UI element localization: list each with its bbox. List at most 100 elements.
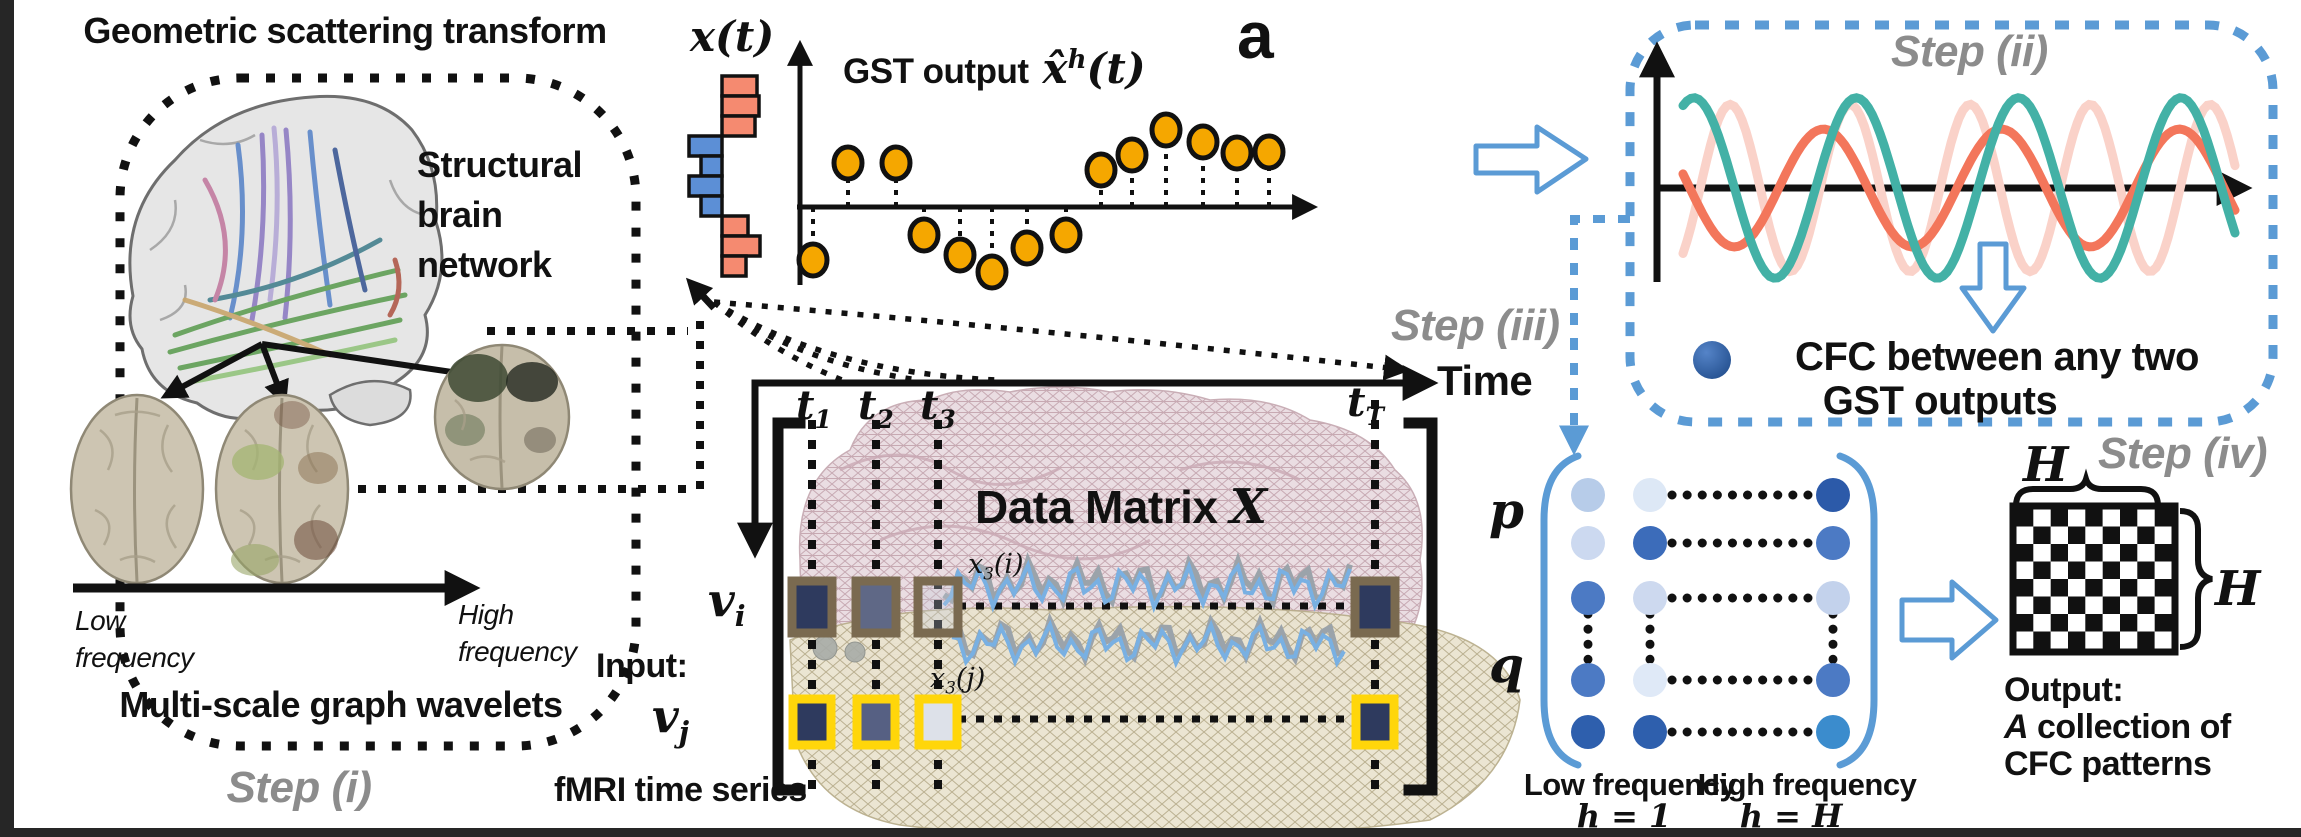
gst-wave [1678, 99, 2240, 277]
checker-cell [2154, 544, 2172, 562]
checker-cell [2033, 596, 2051, 614]
checker-cell [2033, 561, 2051, 579]
structural-brain-image [128, 94, 444, 427]
mesh-gyri-stroke [879, 524, 1151, 561]
fmri-signal-traces [942, 552, 1353, 669]
flow-arrow-down [1959, 241, 2027, 334]
checker-cell [2154, 509, 2172, 527]
histogram-bar [720, 114, 757, 138]
mesh-sphere [844, 641, 866, 663]
stem-marker [1220, 134, 1254, 172]
checker-cell [2068, 631, 2086, 649]
vi-node-square [851, 576, 901, 638]
checker-cell [2137, 596, 2155, 614]
histogram-bar [699, 194, 724, 218]
matrix-node-squares [787, 576, 1400, 750]
cfc-node [1633, 526, 1667, 560]
step3-dashed-connector [1559, 215, 1630, 456]
histogram-bar [720, 94, 761, 118]
mesh-gyri-stroke [1179, 460, 1301, 482]
checker-cell [2050, 614, 2068, 632]
checker-cell [2085, 579, 2103, 597]
brain-outline [128, 94, 444, 421]
checker-cell [2016, 614, 2034, 632]
fiber-tracts [167, 125, 408, 385]
stem-marker [1010, 229, 1044, 267]
checker-cell [2050, 509, 2068, 527]
stem-marker [1115, 136, 1149, 174]
stem-marker [1084, 151, 1118, 189]
step2-dashed-box [1625, 20, 2278, 427]
vj-node-square [914, 694, 962, 750]
fmri-trace [949, 612, 1345, 667]
histogram-bar [699, 154, 724, 178]
fmri-trace [942, 559, 1352, 614]
histogram-bar [720, 254, 748, 278]
cfc-bullet [1693, 341, 1731, 379]
stem-marker [1252, 133, 1286, 171]
cerebellum [328, 379, 412, 427]
stem-marker [831, 144, 865, 182]
screen-edge-left [0, 0, 14, 837]
cfc-node [1633, 715, 1667, 749]
cfc-node [1633, 581, 1667, 615]
signal-histogram [687, 74, 762, 278]
signal-to-matrix-fan [712, 299, 1410, 383]
gst-stem-plot [796, 111, 1286, 291]
stem-marker [879, 144, 913, 182]
vj-node-square [1351, 694, 1399, 750]
checker-cell [2033, 526, 2051, 544]
wavelet-brain-mid [214, 393, 350, 585]
stem-marker [907, 216, 941, 254]
checker-cell [2016, 579, 2034, 597]
cfc-node [1571, 715, 1605, 749]
checkerboard-border [2009, 502, 2179, 656]
wavelet-brain-high [433, 343, 571, 491]
checker-cell [2120, 579, 2138, 597]
mesh-gyri-stroke [839, 453, 1061, 486]
cfc-node [1816, 715, 1850, 749]
cfc-node [1816, 526, 1850, 560]
checker-cell [2068, 596, 2086, 614]
stem-marker [1149, 111, 1183, 149]
wavelets-to-signal-connector [358, 277, 717, 493]
vi-node-square [787, 576, 837, 638]
wavelet-brain-low [69, 393, 205, 585]
gst-output-waves [1678, 93, 2240, 283]
checker-cell [2102, 526, 2120, 544]
cfc-node [1571, 478, 1605, 512]
vi-node-square [913, 576, 963, 638]
stem-marker [943, 236, 977, 274]
checker-cell [2016, 509, 2034, 527]
time-axes [737, 365, 1439, 559]
checker-cell [2068, 526, 2086, 544]
checker-cell [2033, 631, 2051, 649]
checker-cell [2154, 614, 2172, 632]
gst-wave [1678, 93, 2240, 283]
checker-cell [2085, 509, 2103, 527]
cfc-node [1816, 478, 1850, 512]
cfc-node [1816, 663, 1850, 697]
checker-cell [2137, 561, 2155, 579]
checker-cell [2120, 509, 2138, 527]
gst-axes [787, 39, 1319, 285]
cfc-bipartite-graph [1571, 478, 1850, 749]
gyri-line [149, 133, 426, 322]
histogram-bar [687, 174, 724, 198]
step1-dotted-box [115, 73, 641, 751]
cfc-node [1633, 478, 1667, 512]
flow-arrow-right-1 [1473, 124, 1589, 195]
checker-cell [2120, 614, 2138, 632]
mesh-sphere [812, 635, 838, 661]
stem-marker [975, 253, 1009, 291]
checker-cell [2085, 544, 2103, 562]
cfc-node [1571, 663, 1605, 697]
stem-marker [796, 241, 830, 279]
vj-node-square [788, 694, 836, 750]
checker-cell [2102, 561, 2120, 579]
histogram-bar [720, 74, 759, 98]
checker-cell [2050, 579, 2068, 597]
checker-cell [2120, 544, 2138, 562]
